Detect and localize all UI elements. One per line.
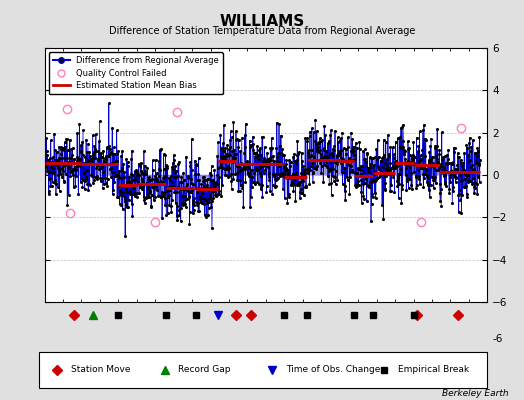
Text: Berkeley Earth: Berkeley Earth <box>442 389 508 398</box>
Text: -6: -6 <box>493 334 503 344</box>
Text: WILLIAMS: WILLIAMS <box>220 14 304 29</box>
Text: Empirical Break: Empirical Break <box>398 366 469 374</box>
FancyBboxPatch shape <box>39 352 487 388</box>
Text: Record Gap: Record Gap <box>178 366 231 374</box>
Text: Difference of Station Temperature Data from Regional Average: Difference of Station Temperature Data f… <box>109 26 415 36</box>
Text: Station Move: Station Move <box>71 366 130 374</box>
Text: Time of Obs. Change: Time of Obs. Change <box>286 366 380 374</box>
Legend: Difference from Regional Average, Quality Control Failed, Estimated Station Mean: Difference from Regional Average, Qualit… <box>49 52 223 94</box>
